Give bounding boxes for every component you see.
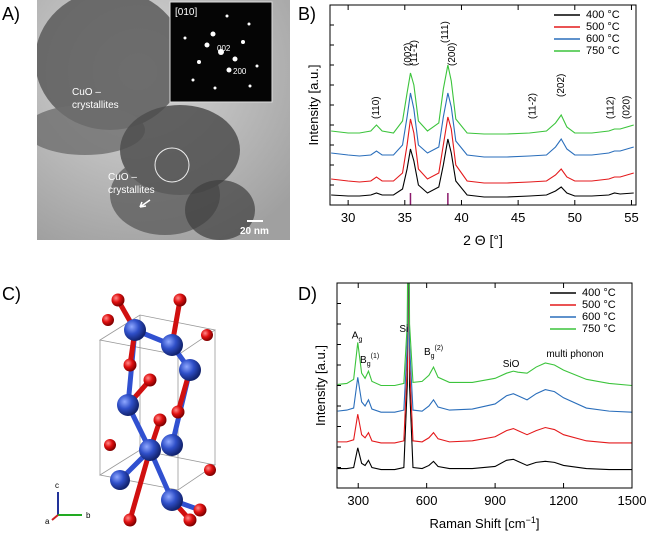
image-label: crystallites xyxy=(108,185,155,196)
legend-label: 500 °C xyxy=(586,21,620,33)
series-line xyxy=(337,283,632,444)
x-tick-label: 50 xyxy=(568,210,582,225)
crystallite xyxy=(37,0,185,130)
x-tick-label: 1200 xyxy=(549,493,578,508)
label-text: B xyxy=(360,355,367,366)
legend-label: 750 °C xyxy=(586,45,620,57)
label-sub: g xyxy=(431,353,435,360)
x-tick-label: 600 xyxy=(416,493,438,508)
label-text: ] xyxy=(536,516,540,531)
x-tick-label: 900 xyxy=(484,493,506,508)
image-label: CuO – xyxy=(72,87,101,98)
label-text: multi phonon xyxy=(546,349,603,360)
peak-label: (002) xyxy=(403,43,414,66)
peak-label: multi phonon xyxy=(546,349,603,360)
y-axis-label: Intensity [a.u.] xyxy=(313,345,328,426)
x-tick-label: 300 xyxy=(347,493,369,508)
legend-label: 600 °C xyxy=(582,311,616,323)
label-sup: (1) xyxy=(371,353,380,360)
peak-label: (111) xyxy=(440,21,451,43)
image-label: crystallites xyxy=(72,100,119,111)
x-tick-label: 30 xyxy=(341,210,355,225)
panel-label: D) xyxy=(298,284,317,304)
x-tick-label: 55 xyxy=(624,210,638,225)
o-atoms xyxy=(102,293,216,527)
axes-triad xyxy=(51,492,82,521)
axis-letter: c xyxy=(55,481,59,490)
scale-bar-label: 20 nm xyxy=(240,226,269,237)
label-text: Raman Shift [cm xyxy=(430,516,526,531)
series-line xyxy=(331,138,634,198)
peak-label: (110) xyxy=(371,96,382,119)
series-line xyxy=(331,92,634,158)
panel-label: C) xyxy=(2,284,21,304)
spot-label: 002 xyxy=(217,44,231,53)
peak-label: (200) xyxy=(447,43,458,66)
legend-label: 750 °C xyxy=(582,323,616,335)
spot-label: 200 xyxy=(233,67,247,76)
series-line xyxy=(331,64,634,135)
label-sup: −1 xyxy=(526,515,536,525)
label-text: A xyxy=(352,330,359,341)
x-tick-label: 35 xyxy=(398,210,412,225)
cu-atoms xyxy=(110,319,201,511)
legend-label: 400 °C xyxy=(582,287,616,299)
axis-letter: a xyxy=(45,517,50,526)
x-tick-label: 45 xyxy=(511,210,525,225)
arrow xyxy=(139,199,151,208)
peak-label: Si xyxy=(399,324,408,335)
peak-label: (11-1) xyxy=(409,40,420,66)
series-line xyxy=(337,283,632,471)
x-axis-label: 2 Θ [°] xyxy=(463,232,503,248)
crystallite xyxy=(185,180,255,240)
panel-label: A) xyxy=(2,4,20,24)
x-tick-label: 40 xyxy=(454,210,468,225)
line-chart: 300 600 900 1200 1500 Raman Shift [cm−1] Inten… xyxy=(313,282,647,531)
sad-aperture xyxy=(154,147,190,183)
legend-label: 600 °C xyxy=(586,33,620,45)
series-line xyxy=(337,283,632,387)
peak-label: (11-2) xyxy=(528,93,539,119)
bonds xyxy=(115,298,193,522)
label-sup: (2) xyxy=(435,345,444,352)
plot-area xyxy=(331,64,634,205)
peak-label: (202) xyxy=(556,74,567,97)
tem-image: [010] 002 200 CuO – crystallites CuO – c… xyxy=(37,0,290,240)
peak-label: Ag xyxy=(352,330,363,343)
series-line xyxy=(331,116,634,184)
label-sub: g xyxy=(367,361,371,368)
crystal-structure: c b a xyxy=(45,293,217,527)
label-sub: g xyxy=(358,336,362,343)
peak-label: (020) xyxy=(622,96,633,119)
line-chart: 30 35 40 45 50 55 2 Θ [°] Intensity [a.u.] (110)… xyxy=(306,4,639,248)
plot-area xyxy=(337,283,632,471)
peak-label: (112) xyxy=(606,96,617,119)
peak-label: SiO xyxy=(503,359,520,370)
x-tick-label: 1500 xyxy=(618,493,647,508)
axis-letter: b xyxy=(86,511,91,520)
y-axis-label: Intensity [a.u.] xyxy=(306,65,321,146)
peak-label: Bg(1) xyxy=(360,353,379,368)
label-text: Si xyxy=(399,324,408,335)
legend-label: 500 °C xyxy=(582,299,616,311)
peak-label: Bg(2) xyxy=(424,345,443,360)
label-text: B xyxy=(424,347,431,358)
panel-label: B) xyxy=(298,4,316,24)
label-text: SiO xyxy=(503,359,520,370)
zone-axis: [010] xyxy=(175,7,197,18)
diffraction-spots xyxy=(183,14,259,90)
legend-label: 400 °C xyxy=(586,9,620,21)
crystallite xyxy=(37,105,145,155)
x-axis-label: Raman Shift [cm−1] xyxy=(430,515,540,531)
series-line xyxy=(337,283,632,413)
image-label: CuO – xyxy=(108,172,137,183)
